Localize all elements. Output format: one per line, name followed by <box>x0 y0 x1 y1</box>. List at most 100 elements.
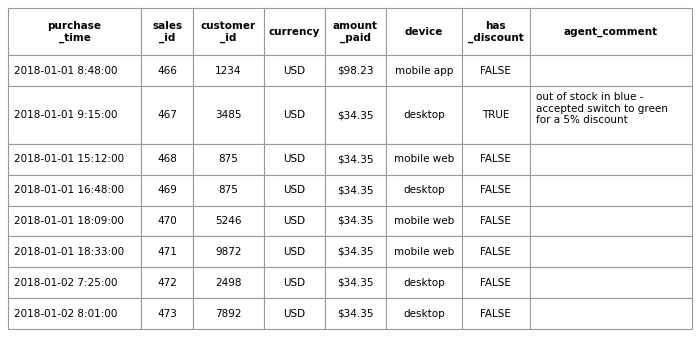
Text: 5246: 5246 <box>216 216 241 226</box>
Text: 1234: 1234 <box>216 66 241 76</box>
Text: 472: 472 <box>158 278 177 288</box>
Bar <box>530 8 692 55</box>
Bar <box>386 206 461 236</box>
Bar <box>325 8 386 55</box>
Text: FALSE: FALSE <box>480 278 511 288</box>
Bar <box>386 236 461 267</box>
Bar <box>8 206 141 236</box>
Bar <box>386 298 461 329</box>
Bar <box>264 8 325 55</box>
Bar <box>264 144 325 175</box>
Text: FALSE: FALSE <box>480 154 511 164</box>
Bar <box>530 175 692 206</box>
Bar <box>530 55 692 86</box>
Bar <box>141 267 193 298</box>
Bar <box>193 144 264 175</box>
Bar <box>530 298 692 329</box>
Text: 473: 473 <box>158 309 177 318</box>
Text: currency: currency <box>269 27 320 37</box>
Bar <box>386 144 461 175</box>
Text: out of stock in blue -
accepted switch to green
for a 5% discount: out of stock in blue - accepted switch t… <box>536 92 668 125</box>
Text: 2018-01-02 7:25:00: 2018-01-02 7:25:00 <box>14 278 118 288</box>
Text: USD: USD <box>283 154 305 164</box>
Bar <box>193 298 264 329</box>
Text: 2018-01-01 18:33:00: 2018-01-01 18:33:00 <box>14 247 124 257</box>
Text: 3485: 3485 <box>216 110 241 120</box>
Bar <box>386 267 461 298</box>
Text: $34.35: $34.35 <box>337 154 374 164</box>
Bar <box>461 144 530 175</box>
Bar <box>193 175 264 206</box>
Bar <box>530 267 692 298</box>
Bar <box>386 86 461 144</box>
Text: USD: USD <box>283 247 305 257</box>
Text: amount
_paid: amount _paid <box>333 21 378 42</box>
Text: agent_comment: agent_comment <box>564 27 658 37</box>
Text: TRUE: TRUE <box>482 110 510 120</box>
Text: has
_discount: has _discount <box>468 21 524 42</box>
Bar <box>530 206 692 236</box>
Bar <box>193 86 264 144</box>
Bar <box>264 55 325 86</box>
Bar <box>8 144 141 175</box>
Text: 2018-01-01 15:12:00: 2018-01-01 15:12:00 <box>14 154 124 164</box>
Text: mobile web: mobile web <box>393 154 454 164</box>
Text: $34.35: $34.35 <box>337 216 374 226</box>
Text: 875: 875 <box>218 154 239 164</box>
Bar <box>141 86 193 144</box>
Bar <box>141 8 193 55</box>
Bar <box>141 298 193 329</box>
Bar <box>325 86 386 144</box>
Text: 471: 471 <box>158 247 177 257</box>
Text: 2018-01-01 18:09:00: 2018-01-01 18:09:00 <box>14 216 124 226</box>
Bar <box>325 144 386 175</box>
Bar <box>386 55 461 86</box>
Bar <box>141 206 193 236</box>
Bar <box>193 267 264 298</box>
Bar <box>461 175 530 206</box>
Bar <box>193 8 264 55</box>
Text: mobile web: mobile web <box>393 216 454 226</box>
Text: 2018-01-01 8:48:00: 2018-01-01 8:48:00 <box>14 66 118 76</box>
Bar <box>325 298 386 329</box>
Text: desktop: desktop <box>403 278 444 288</box>
Text: 2498: 2498 <box>216 278 241 288</box>
Bar <box>8 175 141 206</box>
Bar <box>530 86 692 144</box>
Text: mobile web: mobile web <box>393 247 454 257</box>
Text: customer
_id: customer _id <box>201 21 256 42</box>
Text: mobile app: mobile app <box>395 66 453 76</box>
Bar <box>264 267 325 298</box>
Bar <box>461 206 530 236</box>
Bar <box>386 175 461 206</box>
Bar <box>193 55 264 86</box>
Bar <box>325 267 386 298</box>
Text: FALSE: FALSE <box>480 66 511 76</box>
Bar <box>8 298 141 329</box>
Bar <box>8 86 141 144</box>
Text: 7892: 7892 <box>216 309 241 318</box>
Bar <box>8 55 141 86</box>
Text: FALSE: FALSE <box>480 185 511 195</box>
Text: USD: USD <box>283 185 305 195</box>
Text: FALSE: FALSE <box>480 216 511 226</box>
Text: 9872: 9872 <box>216 247 241 257</box>
Bar <box>141 175 193 206</box>
Text: 468: 468 <box>158 154 177 164</box>
Bar <box>193 206 264 236</box>
Text: USD: USD <box>283 66 305 76</box>
Text: FALSE: FALSE <box>480 309 511 318</box>
Text: desktop: desktop <box>403 110 444 120</box>
Bar <box>193 236 264 267</box>
Text: $98.23: $98.23 <box>337 66 374 76</box>
Text: sales
_id: sales _id <box>152 21 183 42</box>
Bar <box>461 298 530 329</box>
Bar <box>325 175 386 206</box>
Text: 875: 875 <box>218 185 239 195</box>
Text: $34.35: $34.35 <box>337 185 374 195</box>
Bar <box>264 236 325 267</box>
Bar <box>461 55 530 86</box>
Text: $34.35: $34.35 <box>337 247 374 257</box>
Text: 470: 470 <box>158 216 177 226</box>
Text: 2018-01-01 9:15:00: 2018-01-01 9:15:00 <box>14 110 118 120</box>
